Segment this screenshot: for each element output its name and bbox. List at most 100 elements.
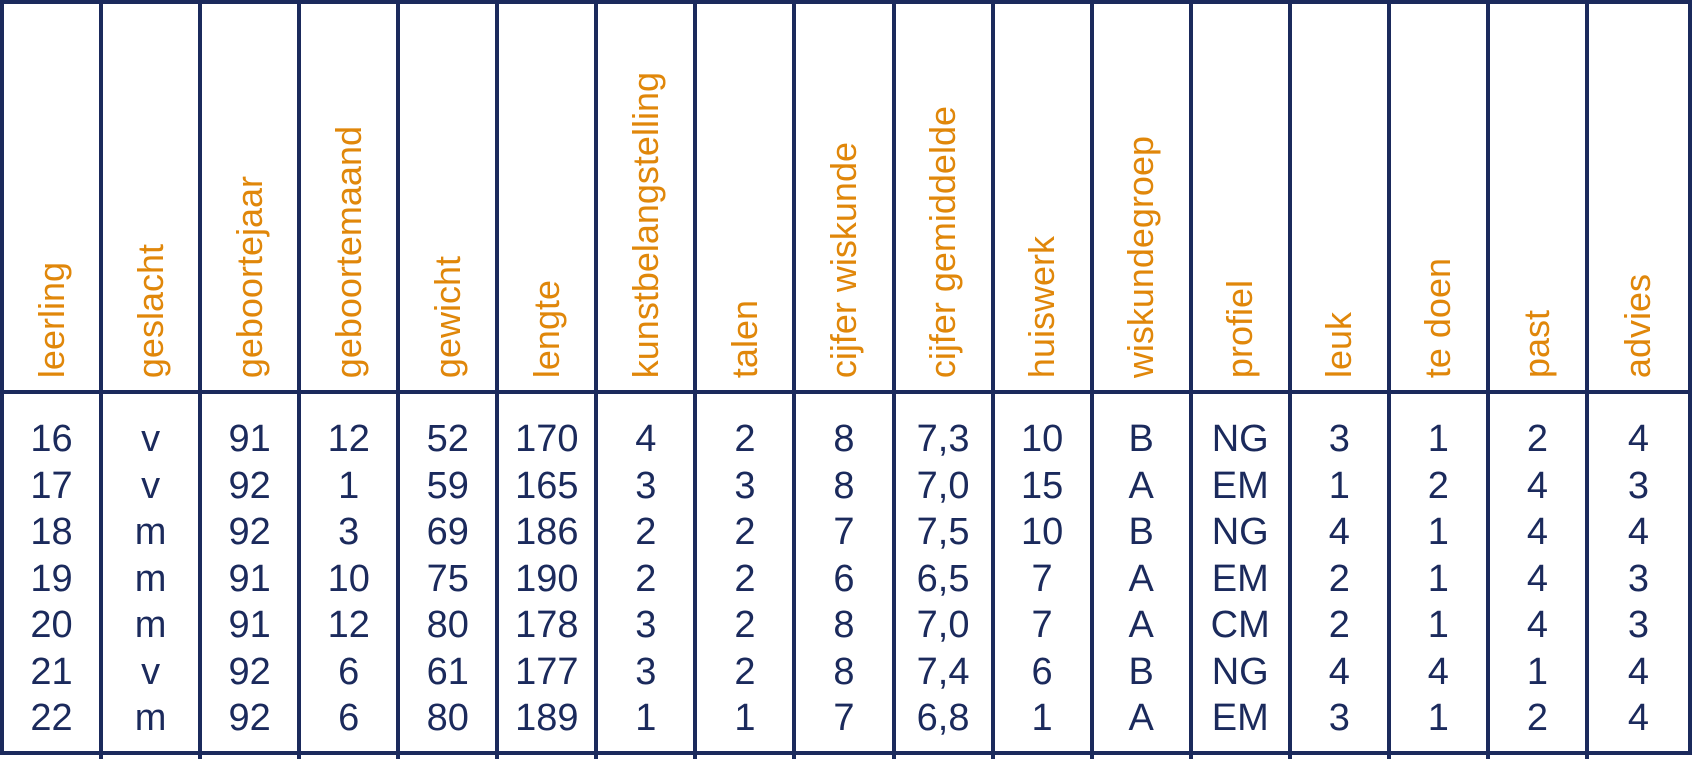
table-cell: 22 — [30, 697, 73, 739]
table-cell: 4 — [1627, 418, 1650, 460]
table-cell: 3 — [1328, 697, 1350, 739]
column-values: 52 59 69 75 80 61 80 — [400, 394, 500, 759]
table-cell: 170 — [515, 418, 579, 460]
table-cell: B — [1128, 650, 1154, 693]
table-cell: v — [141, 464, 161, 507]
table-cell: 91 — [228, 557, 271, 600]
table-cell: 1 — [1031, 697, 1053, 739]
body-row: 16 17 18 19 20 21 22 v v m m m v m 91 92 92 91 91 92 92 12 1 3 1… — [4, 394, 1688, 759]
table-cell: 7,5 — [916, 511, 970, 553]
column-header-label: lengte — [525, 279, 567, 378]
table-cell: m — [134, 557, 167, 600]
table-cell: 59 — [426, 464, 469, 507]
column-header: advies — [1589, 4, 1688, 390]
table-cell: 2 — [1328, 604, 1350, 646]
table-cell: 75 — [426, 557, 469, 600]
table-cell: 3 — [734, 464, 756, 507]
column-values: 91 92 92 91 91 92 92 — [202, 394, 302, 759]
column-header-label: cijfer gemiddelde — [922, 105, 964, 378]
table-cell: m — [134, 511, 167, 553]
column-header-label: geboortejaar — [228, 175, 270, 378]
table-cell: 4 — [1627, 697, 1650, 739]
table-cell: 4 — [1526, 511, 1548, 553]
table-cell: 2 — [734, 604, 756, 646]
table-cell: 186 — [515, 511, 579, 553]
table-cell: 4 — [1526, 464, 1548, 507]
table-cell: 1 — [1427, 557, 1449, 600]
table-cell: CM — [1210, 604, 1270, 646]
column-header-label: gewicht — [426, 255, 468, 378]
table-cell: NG — [1211, 650, 1269, 693]
table-cell: 6 — [833, 557, 855, 600]
table-cell: 1 — [734, 697, 756, 739]
table-cell: 4 — [1328, 650, 1350, 693]
table-cell: EM — [1211, 557, 1269, 600]
table-cell: 92 — [228, 511, 271, 553]
table-cell: 4 — [1627, 511, 1650, 553]
table-cell: 8 — [833, 464, 855, 507]
column-header-label: talen — [723, 299, 765, 378]
column-header: cijfer wiskunde — [796, 4, 896, 390]
table-cell: 7,0 — [916, 464, 970, 507]
column-header: wiskundegroep — [1094, 4, 1193, 390]
table-cell: v — [141, 418, 161, 460]
table-cell: 177 — [515, 650, 579, 693]
table-cell: 3 — [635, 650, 657, 693]
column-header: kunstbelangstelling — [598, 4, 698, 390]
column-header-label: wiskundegroep — [1120, 135, 1162, 378]
table-cell: m — [134, 697, 167, 739]
column-header: geslacht — [103, 4, 203, 390]
column-values: 16 17 18 19 20 21 22 — [4, 394, 104, 759]
table-cell: 4 — [1328, 511, 1350, 553]
column-header-label: te doen — [1417, 257, 1459, 378]
table-cell: 6 — [338, 697, 360, 739]
column-values: 10 15 10 7 7 6 1 — [995, 394, 1094, 759]
table-cell: B — [1128, 511, 1154, 553]
table-cell: 7 — [833, 511, 855, 553]
column-header-label: leerling — [30, 261, 72, 378]
table-cell: 17 — [30, 464, 73, 507]
table-cell: 69 — [426, 511, 469, 553]
column-header-label: advies — [1617, 273, 1659, 378]
table-cell: 3 — [1627, 604, 1650, 646]
table-cell: 12 — [327, 418, 370, 460]
table-cell: 7,0 — [916, 604, 970, 646]
table-cell: 8 — [833, 604, 855, 646]
table-cell: 12 — [327, 604, 370, 646]
column-values: NG EM NG EM CM NG EM — [1193, 394, 1292, 759]
table-cell: 3 — [1627, 557, 1650, 600]
table-cell: 16 — [30, 418, 73, 460]
column-header-label: past — [1516, 309, 1558, 378]
table-cell: EM — [1211, 464, 1269, 507]
table-cell: 52 — [426, 418, 469, 460]
table-cell: 165 — [515, 464, 579, 507]
column-header-label: geboortemaand — [327, 125, 369, 378]
column-header-label: geslacht — [129, 243, 171, 378]
table-cell: EM — [1211, 697, 1269, 739]
table-cell: 6,8 — [916, 697, 970, 739]
table-cell: 2 — [1526, 697, 1548, 739]
column-header: leerling — [4, 4, 104, 390]
column-header-label: profiel — [1219, 279, 1261, 378]
table-cell: 3 — [1328, 418, 1350, 460]
column-header-label: cijfer wiskunde — [822, 141, 864, 378]
column-header-label: leuk — [1318, 311, 1360, 378]
table-cell: 61 — [426, 650, 469, 693]
column-values: 170 165 186 190 178 177 189 — [499, 394, 599, 759]
table-cell: 19 — [30, 557, 73, 600]
table-cell: NG — [1211, 511, 1269, 553]
table-cell: A — [1128, 697, 1154, 739]
table-cell: 7 — [833, 697, 855, 739]
table-cell: 189 — [515, 697, 579, 739]
table-cell: 10 — [327, 557, 370, 600]
table-cell: v — [141, 650, 161, 693]
table-cell: A — [1128, 557, 1154, 600]
column-header: talen — [697, 4, 797, 390]
column-header: geboortemaand — [301, 4, 401, 390]
table-cell: 2 — [1427, 464, 1449, 507]
